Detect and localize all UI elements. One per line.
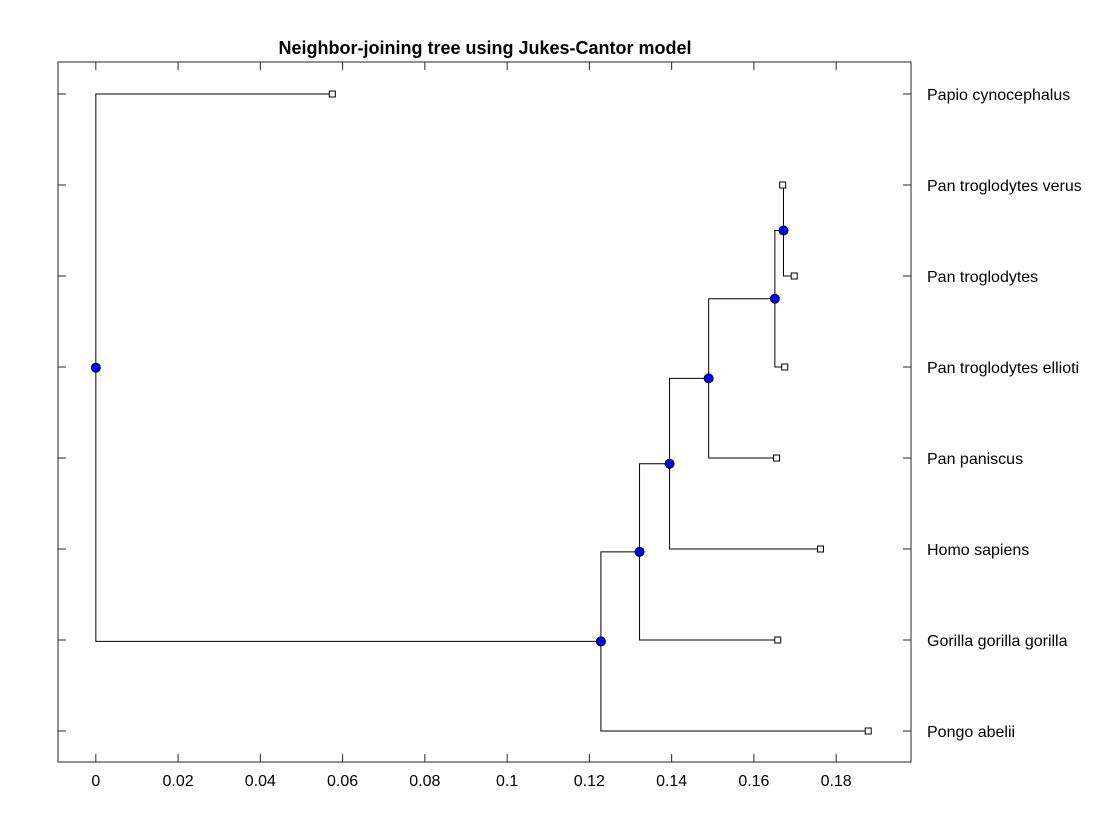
tree-branch [782, 184, 785, 231]
leaf-node-marker [790, 272, 798, 280]
leaf-node-marker [779, 181, 787, 189]
tree-branch [669, 463, 821, 550]
tree-branch [669, 377, 709, 464]
leaf-node-marker [781, 363, 789, 371]
leaf-label: Gorilla gorilla gorilla [927, 633, 1068, 650]
x-tick-label: 0.08 [409, 773, 440, 790]
leaf-node-marker [864, 727, 872, 735]
leaf-label: Papio cynocephalus [927, 87, 1070, 104]
branch-node-marker [595, 636, 606, 647]
leaf-label: Pan troglodytes verus [927, 178, 1082, 195]
tree-branch [708, 378, 777, 459]
leaf-node-marker [817, 545, 825, 553]
leaf-node-marker [328, 90, 336, 98]
tree-nodes [90, 90, 872, 735]
x-tick-label: 0.1 [496, 773, 518, 790]
chart-title: Neighbor-joining tree using Jukes-Cantor… [278, 38, 691, 58]
tree-branch [774, 230, 784, 299]
branch-node-marker [778, 225, 789, 236]
x-tick-label: 0.12 [574, 773, 605, 790]
branch-node-marker [90, 362, 101, 373]
branch-node-marker [703, 373, 714, 384]
leaf-label: Pan paniscus [927, 451, 1023, 468]
leaf-label: Pan troglodytes ellioti [927, 360, 1079, 377]
branch-node-marker [664, 458, 675, 469]
tree-branch [708, 298, 775, 379]
leaf-labels: Papio cynocephalus Pan troglodytes verus P… [927, 87, 1082, 741]
tree-branches [95, 93, 869, 732]
leaf-label: Pongo abelii [927, 724, 1015, 741]
leaf-label: Homo sapiens [927, 542, 1029, 559]
x-tick-label: 0 [91, 773, 100, 790]
x-tick-label: 0.18 [821, 773, 852, 790]
x-axis: 0 0.02 0.04 0.06 0.08 0.1 0.12 0.14 0.16 0.18 [91, 62, 852, 790]
leaf-node-marker [774, 636, 782, 644]
branch-node-marker [769, 293, 780, 304]
x-tick-label: 0.14 [656, 773, 687, 790]
tree-branch [774, 298, 785, 368]
leaf-node-marker [773, 454, 781, 462]
x-tick-label: 0.16 [738, 773, 769, 790]
tree-branch [600, 641, 869, 732]
tree-branch [639, 551, 778, 641]
tree-branch [783, 230, 795, 277]
x-tick-label: 0.06 [327, 773, 358, 790]
x-tick-label: 0.04 [245, 773, 276, 790]
y-axis [58, 93, 911, 732]
x-tick-label: 0.02 [163, 773, 194, 790]
branch-node-marker [634, 546, 645, 557]
leaf-label: Pan troglodytes [927, 269, 1038, 286]
tree-branch [600, 551, 640, 642]
tree-branch [639, 463, 670, 552]
plot-area-box [57, 61, 912, 763]
tree-branch [95, 93, 333, 368]
tree-branch [95, 367, 601, 642]
